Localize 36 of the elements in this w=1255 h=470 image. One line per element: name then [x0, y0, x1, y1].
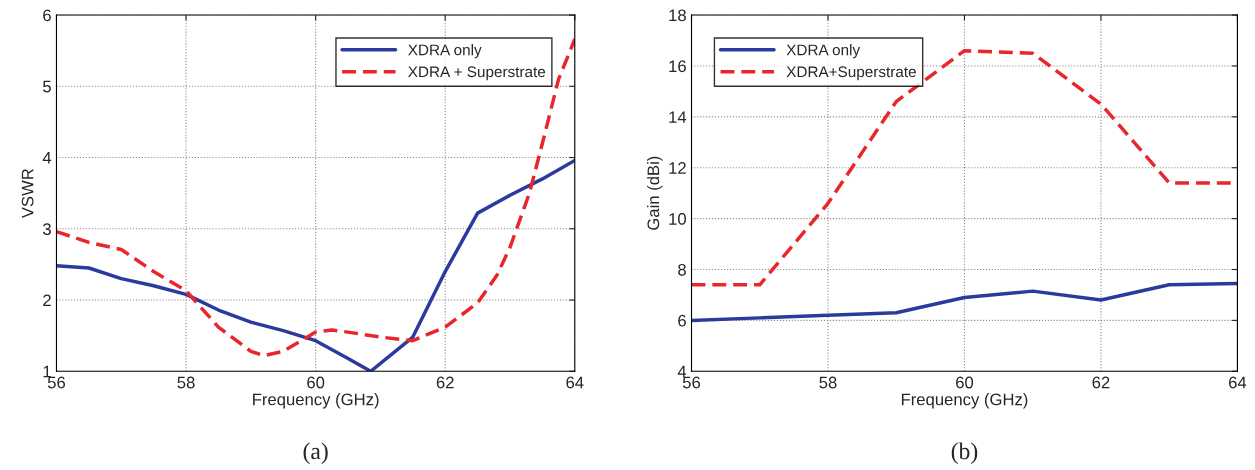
line-series	[691, 281, 1238, 323]
y-tick-label: 2	[43, 294, 51, 307]
legend-label: XDRA only	[786, 44, 861, 59]
text: (b)	[951, 442, 978, 464]
y-tick-label: 18	[669, 9, 686, 22]
legend-label: XDRA + Superstrate	[408, 66, 546, 81]
x-tick-label: 62	[1092, 376, 1110, 389]
y-tick-label: 3	[42, 223, 51, 235]
line-series	[56, 37, 575, 358]
y-tick-label: 12	[669, 162, 686, 174]
legend-label: XDRA only	[408, 44, 482, 59]
y-tick-label: 16	[669, 60, 686, 73]
x-tick-label: 58	[819, 376, 837, 389]
x-tick-label: 56	[682, 376, 701, 389]
x-tick-label: 62	[436, 376, 454, 389]
y-axis-title: VSWR	[21, 168, 34, 219]
y-tick-label: 10	[669, 213, 686, 225]
text: (a)	[303, 442, 328, 464]
y-tick-label: 4	[42, 152, 52, 164]
x-tick-label: 60	[956, 376, 974, 389]
y-axis-title: Gain (dBi)	[647, 156, 663, 230]
y-tick-label: 5	[43, 80, 51, 93]
x-tick-label: 64	[1229, 376, 1247, 389]
y-tick-label: 6	[43, 9, 51, 22]
x-tick-label: 64	[566, 376, 584, 389]
y-tick-label: 14	[669, 111, 687, 123]
y-tick-label: 8	[678, 263, 686, 276]
y-tick-label: 4	[677, 365, 687, 378]
x-tick-label: 58	[177, 376, 195, 389]
x-axis-title: Frequency (GHz)	[901, 393, 1028, 409]
x-tick-label: 56	[47, 376, 66, 389]
x-tick-label: 60	[307, 376, 325, 389]
legend-label: XDRA+Superstrate	[786, 66, 916, 81]
y-tick-label: 1	[43, 365, 51, 378]
x-axis-title: Frequency (GHz)	[253, 393, 379, 409]
y-tick-label: 6	[678, 314, 686, 327]
